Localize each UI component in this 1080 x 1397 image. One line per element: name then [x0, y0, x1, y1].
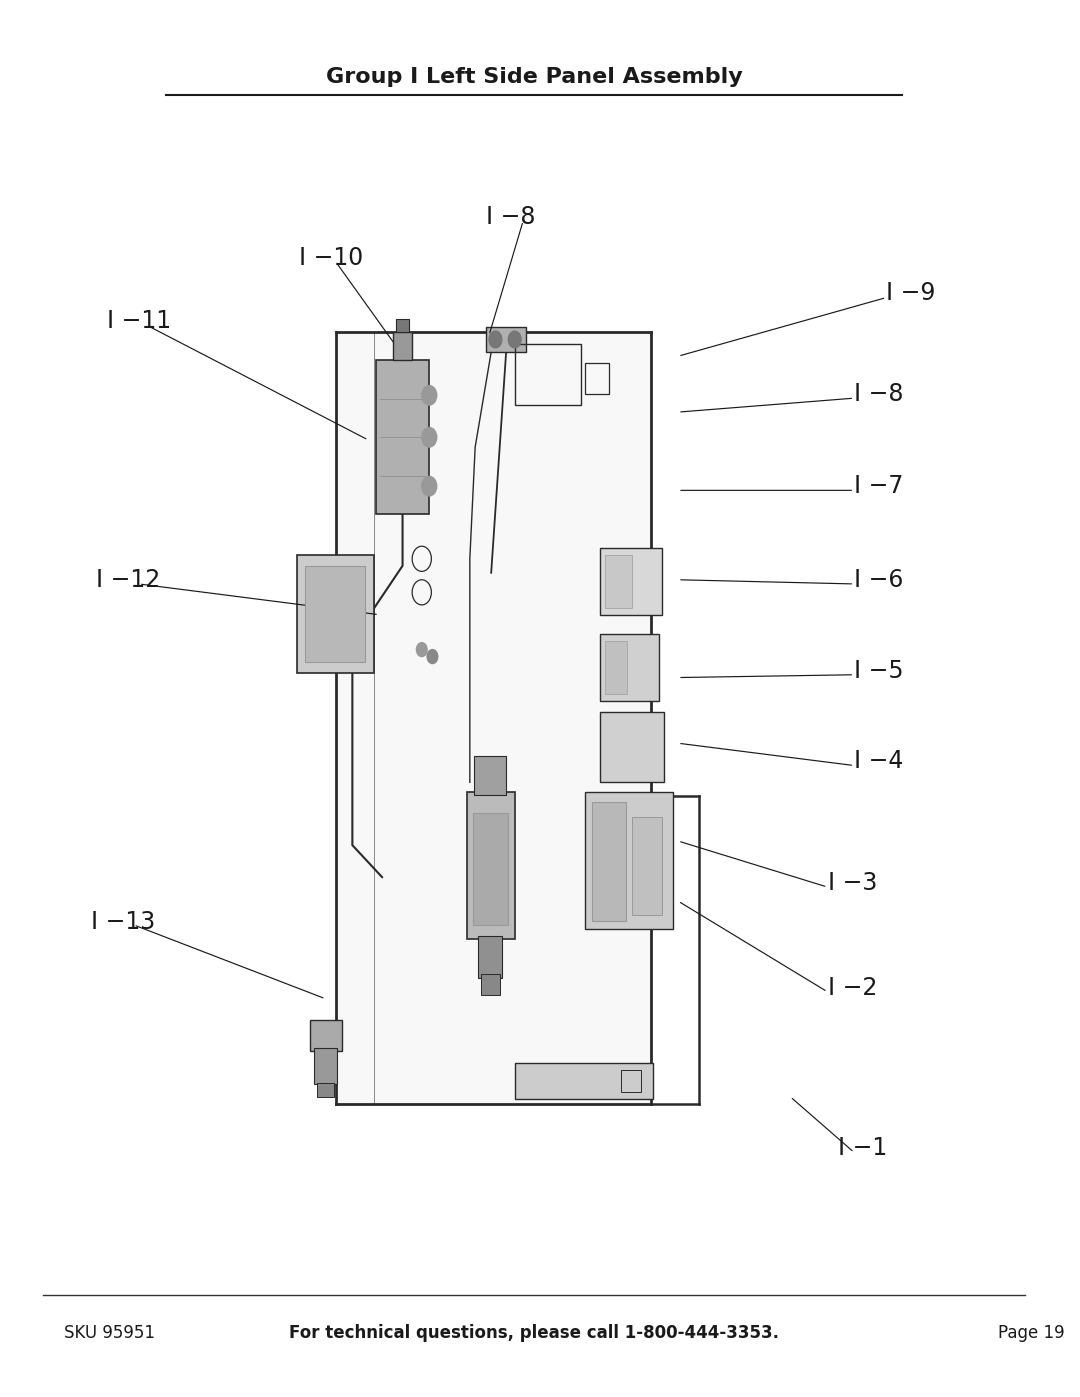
Bar [486, 327, 526, 352]
Text: I −3: I −3 [827, 870, 877, 895]
Bar [306, 566, 365, 662]
Bar [600, 548, 662, 615]
Bar [632, 817, 662, 915]
Circle shape [422, 476, 436, 496]
Circle shape [489, 331, 502, 348]
Bar [515, 344, 581, 405]
Bar [515, 1063, 653, 1099]
Bar [396, 319, 409, 332]
Bar [600, 712, 664, 782]
Bar [600, 634, 659, 701]
Text: I −4: I −4 [854, 749, 904, 774]
Bar [393, 332, 413, 360]
Text: SKU 95951: SKU 95951 [64, 1324, 156, 1341]
Text: Group I Left Side Panel Assembly: Group I Left Side Panel Assembly [325, 67, 742, 87]
Bar [621, 1070, 640, 1092]
Text: I −9: I −9 [887, 281, 935, 306]
Bar [314, 1048, 337, 1084]
Bar [606, 641, 626, 694]
Circle shape [422, 427, 436, 447]
Text: I −5: I −5 [854, 658, 904, 683]
Text: I −6: I −6 [854, 567, 904, 592]
Bar [481, 974, 500, 995]
Text: I −11: I −11 [107, 309, 171, 334]
Bar [297, 555, 374, 673]
Circle shape [509, 331, 521, 348]
Bar [585, 363, 609, 394]
Text: I −8: I −8 [854, 381, 904, 407]
Text: Page 19: Page 19 [998, 1324, 1065, 1341]
Polygon shape [336, 332, 651, 1104]
Bar [376, 360, 429, 514]
Circle shape [417, 643, 427, 657]
Text: I −2: I −2 [827, 975, 877, 1000]
Text: I −1: I −1 [838, 1136, 888, 1161]
Text: For technical questions, please call 1-800-444-3353.: For technical questions, please call 1-8… [288, 1324, 779, 1341]
Bar [310, 1020, 341, 1051]
Bar [585, 792, 673, 929]
Bar [473, 813, 509, 925]
Text: I −10: I −10 [299, 246, 363, 271]
Text: I −7: I −7 [854, 474, 904, 499]
Bar [592, 802, 625, 921]
Bar [474, 756, 507, 795]
Bar [606, 555, 632, 608]
Circle shape [427, 650, 437, 664]
Bar [478, 936, 502, 978]
Bar [318, 1083, 334, 1097]
Text: I −13: I −13 [91, 909, 156, 935]
Text: I −12: I −12 [96, 567, 160, 592]
Text: I −8: I −8 [486, 204, 536, 229]
Bar [467, 792, 515, 939]
Circle shape [422, 386, 436, 405]
